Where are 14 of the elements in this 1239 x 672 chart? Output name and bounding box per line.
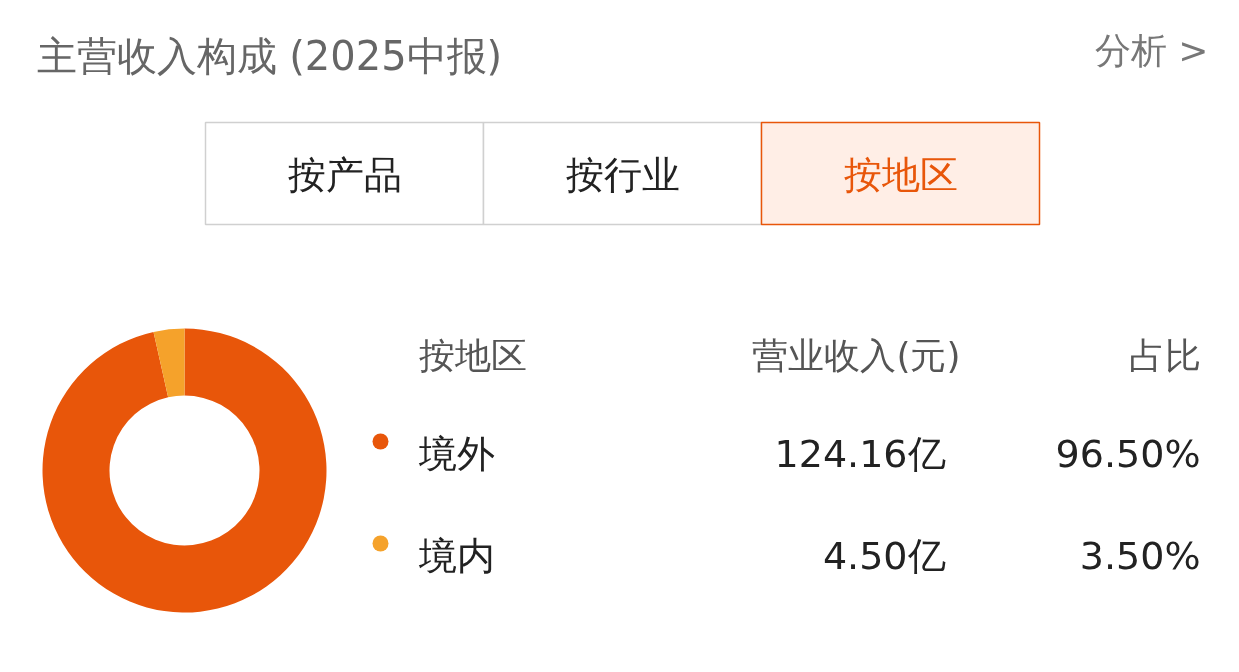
text: 按行业 — [565, 152, 680, 197]
legend-label: 境外 — [417, 431, 495, 476]
text: 营业收入(元) — [752, 335, 961, 376]
text: 按产品 — [287, 152, 402, 197]
text: 分析 > — [1094, 30, 1209, 71]
text: 124.16亿 — [774, 431, 946, 476]
data-label: 3.50% — [1079, 533, 1201, 578]
legend-label: 境内 — [417, 533, 495, 578]
text: 4.50亿 — [822, 533, 946, 578]
text: 按地区 — [843, 152, 958, 197]
text: 占比 — [1128, 335, 1201, 376]
legend-title: 按地区 — [418, 335, 527, 376]
data-label: 96.50% — [1055, 431, 1201, 476]
chart-title: 主营收入构成 (2025中报) — [36, 32, 503, 79]
